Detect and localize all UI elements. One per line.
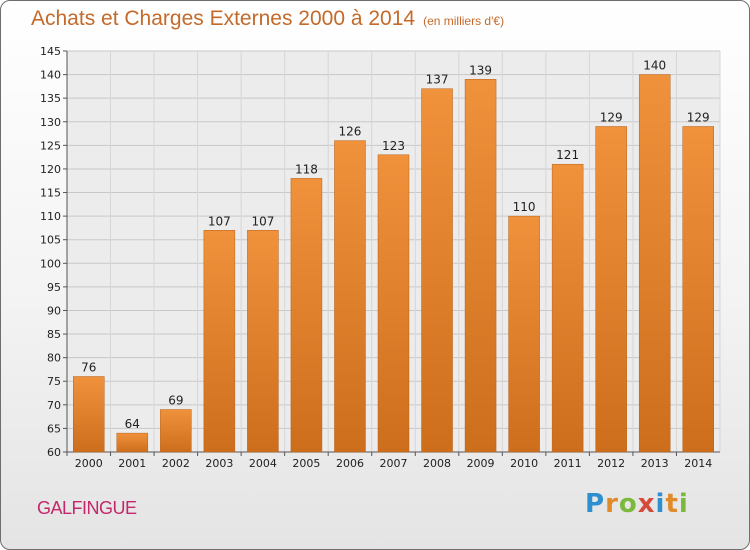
- x-tick-label: 2006: [336, 457, 364, 470]
- y-tick-label: 125: [40, 139, 61, 152]
- logo-letter: i: [678, 489, 689, 519]
- data-label-2007: 123: [382, 139, 405, 153]
- data-label-2011: 121: [556, 148, 579, 162]
- y-tick-label: 105: [40, 234, 61, 247]
- bar-2013: [638, 74, 671, 453]
- y-tick-label: 145: [40, 45, 61, 58]
- y-tick-label: 110: [40, 210, 61, 223]
- logo-letter: o: [618, 489, 638, 519]
- y-tick-label: 75: [47, 375, 61, 388]
- x-tick-label: 2014: [684, 457, 712, 470]
- y-tick-label: 85: [47, 328, 61, 341]
- y-tick-label: 60: [47, 446, 61, 459]
- y-tick-label: 100: [40, 257, 61, 270]
- bar-2011: [551, 163, 584, 453]
- data-label-2012: 129: [600, 110, 623, 124]
- bar-2012: [595, 126, 627, 453]
- data-label-2004: 107: [251, 214, 274, 228]
- y-tick-label: 65: [47, 422, 61, 435]
- y-tick-label: 90: [47, 304, 61, 317]
- chart-title-text: Achats et Charges Externes 2000 à 2014: [31, 7, 416, 30]
- y-tick-label: 95: [47, 281, 61, 294]
- data-label-2005: 118: [295, 162, 318, 176]
- data-label-2000: 76: [81, 361, 96, 375]
- bar-2002: [160, 409, 192, 453]
- commune-name: GALFINGUE: [37, 498, 137, 518]
- y-tick-label: 70: [47, 399, 61, 412]
- bar-2006: [334, 140, 366, 453]
- x-tick-label: 2001: [118, 457, 146, 470]
- data-label-2002: 69: [168, 394, 183, 408]
- y-tick-label: 120: [40, 163, 61, 176]
- data-label-2006: 126: [339, 125, 362, 139]
- data-label-2001: 64: [125, 417, 140, 431]
- x-tick-label: 2012: [597, 457, 625, 470]
- x-tick-label: 2002: [162, 457, 190, 470]
- y-tick-label: 140: [40, 69, 61, 82]
- x-tick-label: 2003: [205, 457, 233, 470]
- bar-2001: [116, 432, 149, 453]
- x-tick-label: 2009: [467, 457, 495, 470]
- bar-2003: [203, 230, 236, 453]
- bar-2009: [464, 79, 497, 453]
- y-tick-label: 135: [40, 92, 61, 105]
- chart-subtitle: (en milliers d'€): [423, 14, 505, 28]
- data-label-2013: 140: [643, 59, 666, 73]
- bar-2005: [290, 178, 323, 453]
- logo-letter: x: [637, 489, 656, 519]
- x-tick-label: 2008: [423, 457, 451, 470]
- data-label-2008: 137: [426, 73, 449, 87]
- bar-2010: [508, 215, 540, 453]
- logo-letter: t: [665, 489, 679, 519]
- x-tick-label: 2005: [292, 457, 320, 470]
- data-label-2009: 139: [469, 63, 492, 77]
- chart-title: Achats et Charges Externes 2000 à 2014 (e…: [31, 7, 504, 31]
- y-tick-label: 80: [47, 352, 61, 365]
- data-label-2014: 129: [687, 110, 710, 124]
- x-tick-label: 2011: [554, 457, 582, 470]
- y-tick-label: 115: [40, 187, 61, 200]
- bar-2007: [377, 154, 410, 453]
- x-tick-label: 2010: [510, 457, 538, 470]
- x-tick-label: 2000: [75, 457, 103, 470]
- data-label-2003: 107: [208, 214, 231, 228]
- bar-2008: [421, 88, 453, 453]
- logo-letter: P: [585, 489, 606, 519]
- logo-letter: i: [655, 489, 666, 519]
- proxiti-logo: Proxiti: [585, 489, 689, 519]
- logo-letter: r: [605, 489, 619, 519]
- x-tick-label: 2007: [380, 457, 408, 470]
- bar-2000: [73, 376, 105, 453]
- bar-2014: [682, 126, 714, 453]
- y-tick-label: 130: [40, 116, 61, 129]
- x-tick-label: 2004: [249, 457, 277, 470]
- bar-2004: [247, 230, 279, 453]
- x-tick-label: 2013: [641, 457, 669, 470]
- data-label-2010: 110: [513, 200, 536, 214]
